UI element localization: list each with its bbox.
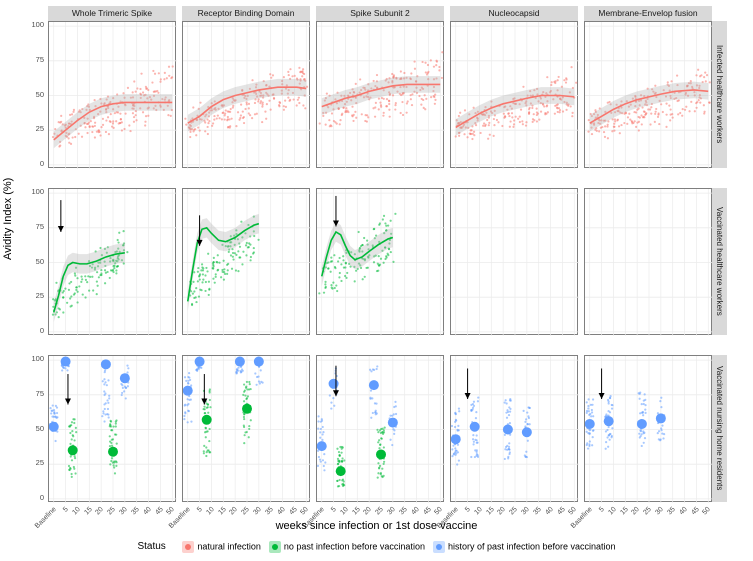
panel	[450, 188, 578, 335]
legend-swatch	[433, 541, 445, 553]
row-strip: Vaccinated healthcare workers	[712, 188, 727, 335]
legend-label: history of past infection before vaccina…	[448, 542, 616, 552]
y-ticks: 0255075100	[22, 21, 44, 168]
panel	[584, 21, 712, 168]
panel	[450, 355, 578, 502]
panel-grid: Whole Trimeric Spike0255075100Receptor B…	[48, 6, 740, 514]
x-axis-title: weeks since infection or 1st dose vaccin…	[0, 520, 753, 532]
column-strip: Receptor Binding Domain	[182, 6, 310, 21]
column-strip: Membrane-Envelop fusion	[584, 6, 712, 21]
column-strip: Whole Trimeric Spike	[48, 6, 176, 21]
facet-grid-figure: { "dims": { "width": 753, "height": 561 …	[0, 0, 753, 561]
row-strip: Infected healthcare workers	[712, 21, 727, 168]
panel	[584, 188, 712, 335]
panel	[48, 21, 176, 168]
y-ticks: 0255075100	[22, 188, 44, 335]
y-axis-title: Avidity Index (%)	[2, 178, 14, 260]
panel	[316, 188, 444, 335]
panel	[316, 21, 444, 168]
legend-title: Status	[137, 541, 165, 552]
panel	[48, 355, 176, 502]
legend-swatch	[269, 541, 281, 553]
legend-label: natural infection	[197, 542, 261, 552]
panel	[450, 21, 578, 168]
column-strip: Spike Subunit 2	[316, 6, 444, 21]
panel	[584, 355, 712, 502]
panel	[316, 355, 444, 502]
legend: Status natural infection no past infectio…	[0, 541, 753, 553]
panel	[48, 188, 176, 335]
legend-swatch	[182, 541, 194, 553]
panel	[182, 21, 310, 168]
panel	[182, 355, 310, 502]
y-ticks: 0255075100	[22, 355, 44, 502]
column-strip: Nucleocapsid	[450, 6, 578, 21]
panel	[182, 188, 310, 335]
row-strip: Vaccinated nursing home residents	[712, 355, 727, 502]
legend-label: no past infection before vaccination	[284, 542, 425, 552]
